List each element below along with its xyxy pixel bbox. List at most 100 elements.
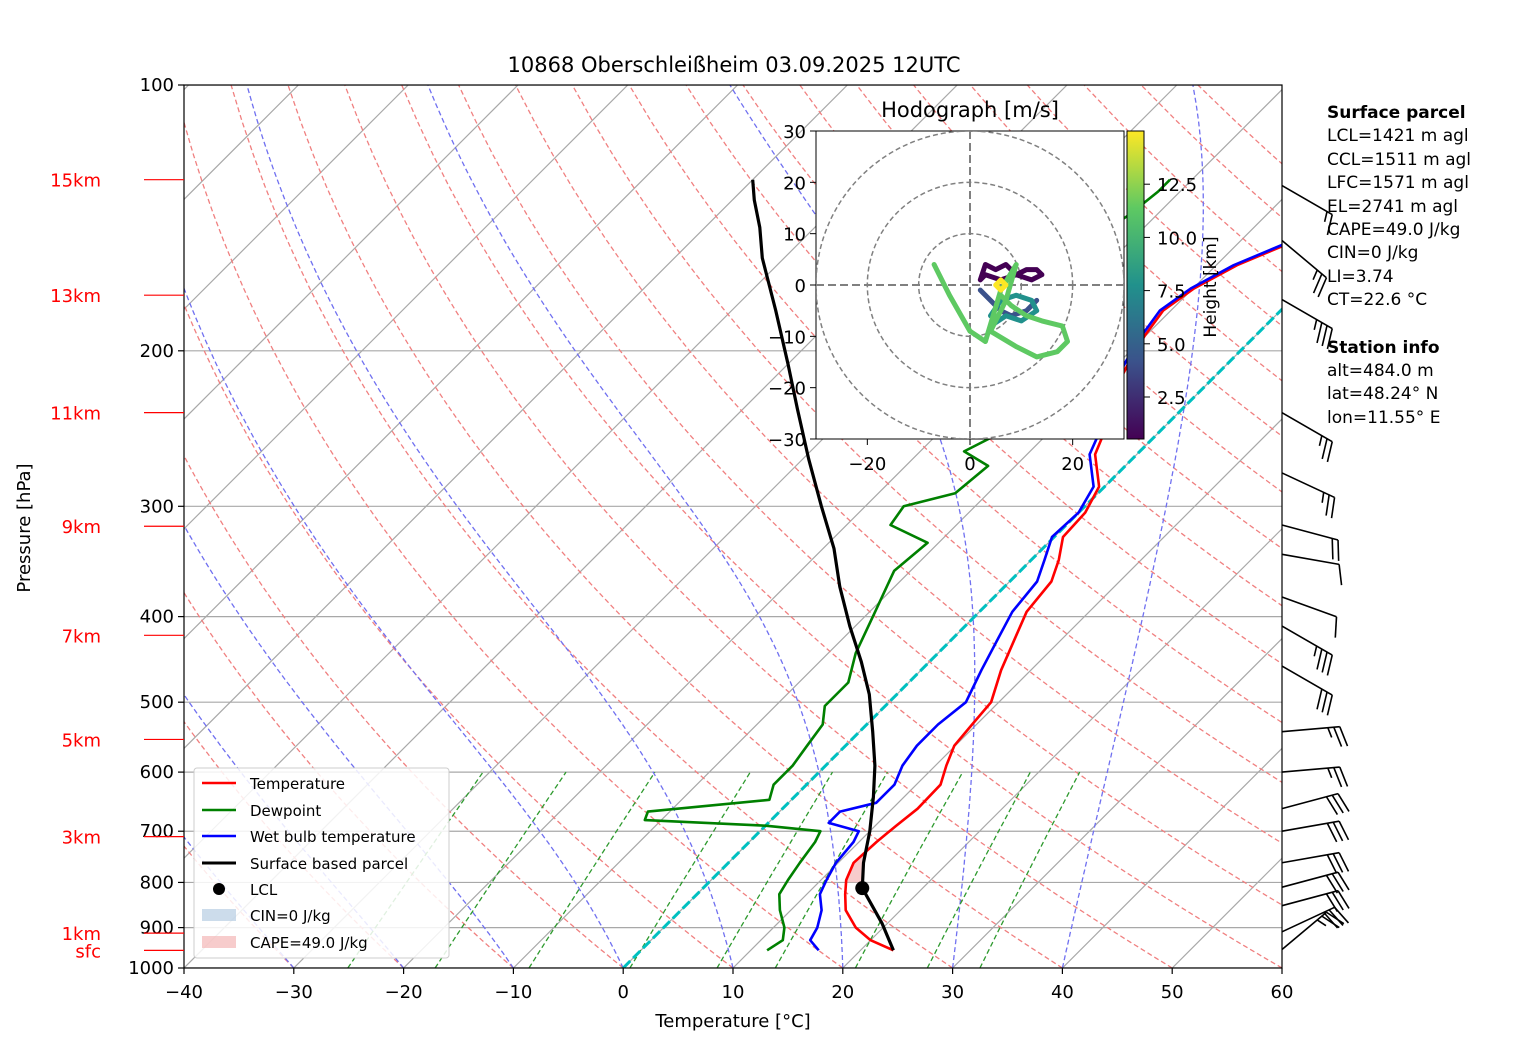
hodo-x-tick-label: 20 [1061,454,1084,475]
x-tick-label: −30 [275,982,313,1003]
x-tick-label: −20 [385,982,423,1003]
hodograph-trace [977,287,1040,319]
x-tick-label: 50 [1161,982,1184,1003]
isotherm-line [732,418,1282,968]
ct-value: CT=22.6 °C [1327,290,1428,311]
hodo-y-tick-label: −30 [768,430,806,451]
x-tick-label: 20 [831,982,854,1003]
height-label: 1km [62,924,101,945]
hodo-x-tick-label: 0 [964,454,975,475]
y-tick-label: 800 [140,872,174,893]
legend-label-lcl: LCL [250,881,278,899]
parcel-line [751,179,895,951]
isotherm-line [184,85,519,420]
isotherm-line [1061,747,1282,968]
wind-barb [1281,411,1334,463]
station-latitude: lat=48.24° N [1327,384,1439,405]
wind-barb [1281,889,1350,912]
wind-barb [1281,184,1334,236]
wind-barb [1281,871,1350,894]
legend-label-cape: CAPE=49.0 J/kg [250,934,368,952]
height-label: 13km [50,286,101,307]
moist-adiabat [246,85,734,968]
mixing-ratio-line [926,771,1031,968]
dry-adiabat [344,85,1173,968]
legend-label-dewpoint: Dewpoint [250,802,321,820]
mixing-ratio-line [629,771,751,968]
isotherm-line [184,85,629,530]
x-tick-label: 60 [1271,982,1294,1003]
legend-label-temperature: Temperature [249,775,345,793]
axis-ticks: −40 −30 −20 −10 0 10 20 30 40 50 60100200300400500… [50,75,1293,1003]
cape-value: CAPE=49.0 J/kg [1327,220,1461,241]
hodo-y-tick-label: −20 [768,379,806,400]
isotherm-line [184,85,409,311]
wind-barb [1281,792,1350,815]
mixing-ratio-line [774,771,888,968]
hodo-y-tick-label: 30 [783,122,806,143]
wind-barb [1281,596,1338,638]
station-altitude: alt=484.0 m [1327,361,1434,382]
colorbar-tick-label: 5.0 [1157,335,1186,356]
wind-barb [1281,472,1336,519]
moist-adiabat [184,286,624,968]
height-label: sfc [75,941,101,962]
hodo-x-tick-label: −20 [848,454,886,475]
chart-title: 10868 Oberschleißheim 03.09.2025 12UTC [508,53,961,77]
wind-barb [1281,625,1334,676]
station-info-heading: Station info [1327,337,1440,358]
dry-adiabat [458,85,1282,906]
y-tick-label: 400 [140,607,174,628]
ccl-value: CCL=1511 m agl [1327,149,1472,170]
dry-adiabat [184,302,734,968]
y-tick-label: 500 [140,692,174,713]
dry-adiabat [287,85,1063,968]
hodograph-title: Hodograph [m/s] [881,98,1059,122]
dry-adiabat [514,85,1282,844]
isotherm-line [184,85,848,750]
wind-barb [1281,298,1334,350]
wind-barb [1281,766,1349,788]
y-tick-label: 900 [140,918,174,939]
colorbar-tick-label: 7.5 [1157,282,1186,303]
dry-adiabat [184,120,844,968]
wetbulb-line [808,243,1282,952]
el-value: EL=2741 m agl [1327,196,1459,217]
wind-barb [1281,906,1350,933]
height-label: 7km [62,626,101,647]
mixing-ratio-line [528,771,656,968]
x-tick-label: −10 [494,982,532,1003]
x-tick-label: 40 [1051,982,1074,1003]
legend: Temperature Dewpoint Wet bulb temperatur… [193,767,450,959]
wind-barb [1281,725,1349,747]
cape-area [846,852,866,883]
temperature-line [843,244,1282,952]
hodo-y-tick-label: 20 [783,173,806,194]
info-panel: Surface parcel LCL=1421 m agl CCL=1511 m… [1327,102,1512,430]
lcl-value: LCL=1421 m agl [1327,126,1469,147]
legend-label-wetbulb: Wet bulb temperature [250,828,416,846]
cin-value: CIN=0 J/kg [1327,243,1419,264]
hodograph-trace [993,277,1009,293]
y-tick-label: 200 [140,341,174,362]
x-tick-label: −40 [165,982,203,1003]
hodograph-trace [931,262,1070,360]
isotherm-line [184,85,739,640]
y-tick-label: 700 [140,821,174,842]
dry-adiabat [230,85,953,968]
mixing-ratio-line [716,771,834,968]
wind-barb [1281,820,1350,843]
lfc-value: LFC=1571 m agl [1327,173,1469,194]
wind-barb [1281,239,1328,298]
colorbar-tick-label: 10.0 [1157,228,1197,249]
colorbar-tick-label: 12.5 [1157,175,1197,196]
li-value: LI=3.74 [1327,266,1394,287]
wind-barb [1281,524,1340,561]
isotherm-line [842,527,1282,968]
wind-barbs [1281,184,1350,951]
hodo-y-tick-label: −10 [768,327,806,348]
x-tick-label: 0 [617,982,628,1003]
height-label: 5km [62,730,101,751]
height-label: 15km [50,171,101,192]
